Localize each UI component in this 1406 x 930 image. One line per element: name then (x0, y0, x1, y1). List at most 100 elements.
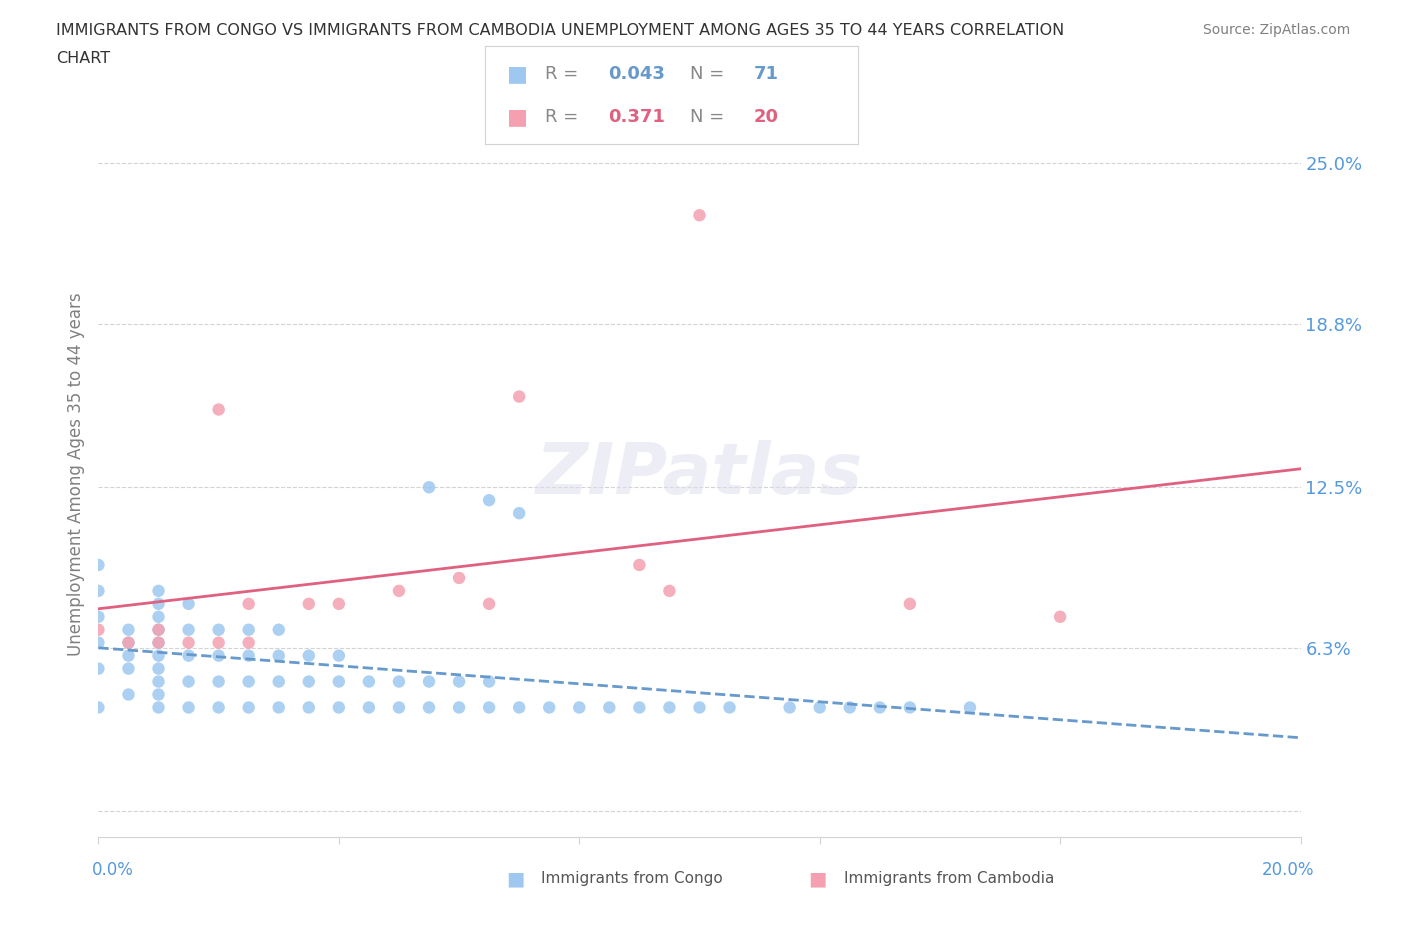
Point (148, 700, 170, 715)
Point (628, 700, 651, 715)
Point (508, 389, 530, 404)
Point (418, 480, 440, 495)
Point (779, 700, 801, 715)
Text: 20: 20 (754, 108, 779, 126)
Point (478, 674, 501, 689)
Point (208, 635, 231, 650)
Point (148, 609, 170, 624)
Point (148, 583, 170, 598)
Point (117, 687, 139, 702)
Point (328, 596, 350, 611)
Point (117, 648, 139, 663)
Point (328, 648, 350, 663)
Point (208, 622, 231, 637)
Point (298, 596, 321, 611)
Point (357, 700, 380, 715)
Text: 0.043: 0.043 (607, 65, 665, 83)
Text: Immigrants from Congo: Immigrants from Congo (541, 871, 723, 886)
Point (87, 558, 110, 573)
Point (508, 506, 530, 521)
Text: ZIPatlas: ZIPatlas (536, 440, 863, 509)
Text: CHART: CHART (56, 51, 110, 66)
Text: 0.371: 0.371 (607, 108, 665, 126)
Point (388, 674, 411, 689)
Point (238, 635, 260, 650)
Point (148, 648, 170, 663)
Point (238, 700, 260, 715)
Text: 20.0%: 20.0% (1263, 860, 1315, 879)
Text: R =: R = (544, 65, 583, 83)
Point (148, 635, 170, 650)
Point (898, 596, 921, 611)
Point (148, 635, 170, 650)
Point (658, 700, 681, 715)
Point (177, 596, 200, 611)
Point (328, 700, 350, 715)
Point (208, 700, 231, 715)
Point (267, 674, 290, 689)
Point (87, 622, 110, 637)
Point (628, 558, 651, 573)
Text: ■: ■ (808, 870, 827, 888)
Point (688, 207, 710, 222)
Point (177, 635, 200, 650)
Point (959, 700, 981, 715)
Point (869, 700, 891, 715)
Point (177, 648, 200, 663)
Point (478, 596, 501, 611)
Point (117, 635, 139, 650)
Point (238, 596, 260, 611)
Point (688, 700, 710, 715)
Point (87, 635, 110, 650)
Point (1049, 609, 1071, 624)
Point (418, 700, 440, 715)
Point (478, 493, 501, 508)
Text: ■: ■ (508, 107, 529, 126)
Text: IMMIGRANTS FROM CONGO VS IMMIGRANTS FROM CAMBODIA UNEMPLOYMENT AMONG AGES 35 TO : IMMIGRANTS FROM CONGO VS IMMIGRANTS FROM… (56, 23, 1064, 38)
Point (478, 700, 501, 715)
Point (87, 583, 110, 598)
Point (177, 622, 200, 637)
Text: ■: ■ (508, 64, 529, 84)
Point (148, 674, 170, 689)
Text: Source: ZipAtlas.com: Source: ZipAtlas.com (1202, 23, 1350, 37)
Point (208, 674, 231, 689)
Point (208, 402, 231, 417)
Point (447, 700, 470, 715)
Point (267, 622, 290, 637)
Text: Immigrants from Cambodia: Immigrants from Cambodia (844, 871, 1054, 886)
Point (718, 700, 741, 715)
Point (148, 596, 170, 611)
Point (117, 661, 139, 676)
Point (808, 700, 831, 715)
Point (328, 674, 350, 689)
Text: R =: R = (544, 108, 589, 126)
Point (148, 687, 170, 702)
Point (87, 661, 110, 676)
Text: 0.0%: 0.0% (91, 860, 134, 879)
Point (298, 648, 321, 663)
Point (418, 674, 440, 689)
Point (568, 700, 591, 715)
Point (298, 674, 321, 689)
Point (177, 674, 200, 689)
Point (117, 622, 139, 637)
Point (538, 700, 561, 715)
Point (508, 700, 530, 715)
Point (898, 700, 921, 715)
Point (658, 583, 681, 598)
Point (208, 648, 231, 663)
Point (357, 674, 380, 689)
Point (298, 700, 321, 715)
Point (598, 700, 620, 715)
Point (388, 583, 411, 598)
Point (838, 700, 860, 715)
Point (267, 700, 290, 715)
Point (447, 570, 470, 585)
Point (238, 648, 260, 663)
Point (148, 622, 170, 637)
Point (447, 674, 470, 689)
Point (117, 635, 139, 650)
Y-axis label: Unemployment Among Ages 35 to 44 years: Unemployment Among Ages 35 to 44 years (66, 293, 84, 656)
Point (148, 661, 170, 676)
